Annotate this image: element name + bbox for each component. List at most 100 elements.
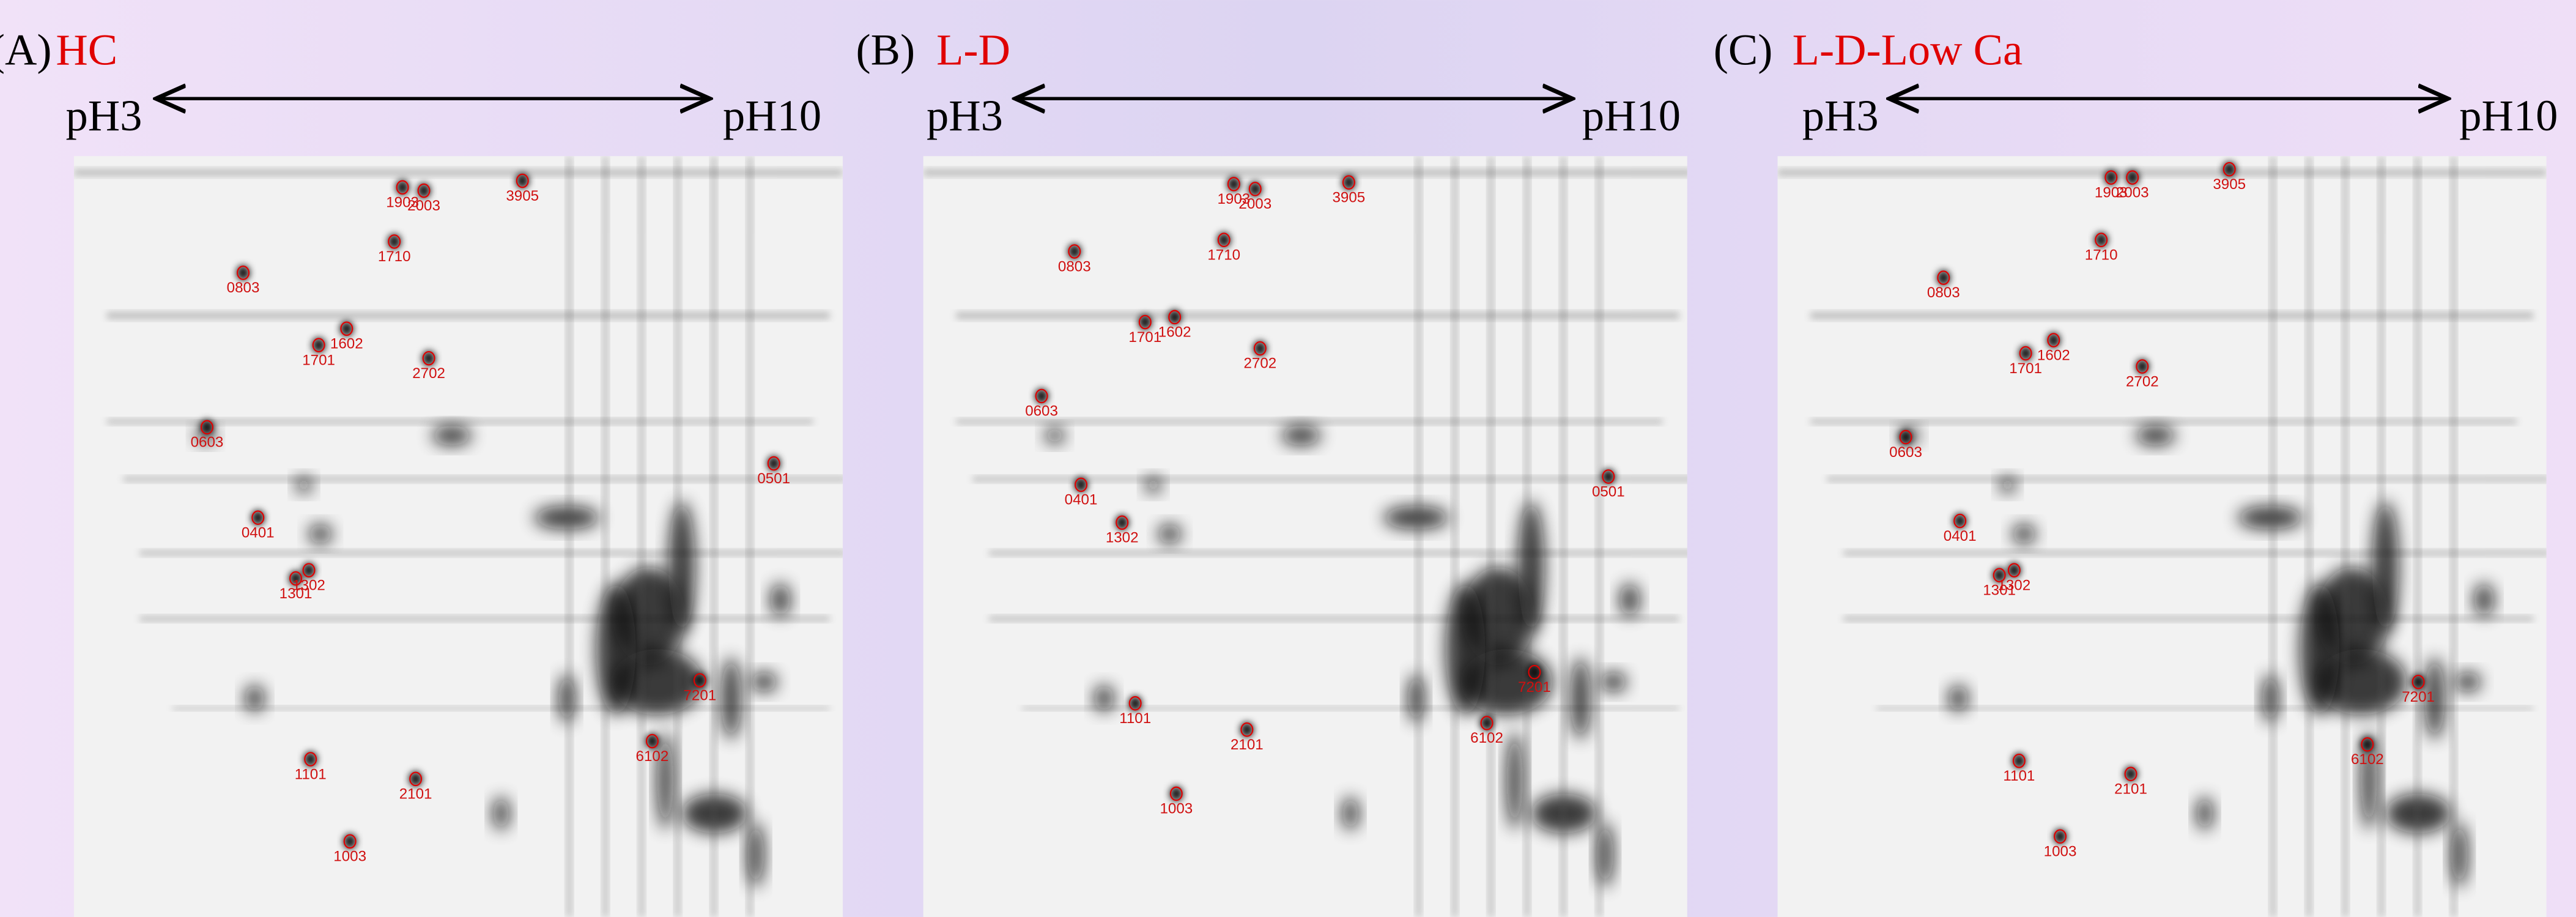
gel-blob <box>1506 731 1523 830</box>
spot-marker <box>1953 513 1967 529</box>
spot-label: 0501 <box>757 470 790 487</box>
gel-blob <box>1383 506 1449 530</box>
gel-vstreak <box>602 156 608 917</box>
spot-marker <box>396 180 409 195</box>
spot-dark <box>396 180 409 195</box>
spot-marker <box>1068 244 1081 259</box>
spot-dark <box>2012 753 2026 768</box>
ph-high: pH10 <box>1582 91 1681 140</box>
spot-marker <box>2124 767 2137 782</box>
spot-marker <box>2104 170 2118 185</box>
spot-dark <box>2223 161 2236 177</box>
gel-blob <box>1948 685 1969 712</box>
spot-label: 2702 <box>412 365 445 382</box>
spot-label: 7201 <box>683 687 716 704</box>
spot-dark <box>289 571 303 586</box>
gel-blob <box>2136 425 2175 446</box>
gel-streak <box>923 169 1687 176</box>
spot-marker <box>304 752 317 767</box>
spot-label: 1301 <box>1983 582 2016 598</box>
spot-dark <box>1248 181 1262 197</box>
gel-blob <box>750 672 777 692</box>
gel-vstreak <box>2306 156 2312 917</box>
spot-dark <box>2104 170 2118 185</box>
panel-condition: HC <box>56 24 117 74</box>
gel-blob <box>432 425 472 446</box>
spot-dark <box>387 234 401 250</box>
gel-streak <box>989 550 1687 555</box>
spot-dark <box>1115 515 1129 530</box>
spot-dark <box>2124 767 2137 782</box>
spot-label: 2101 <box>2114 781 2147 797</box>
spot-marker <box>767 456 780 471</box>
spot-marker <box>1993 568 2006 583</box>
spot-dark <box>645 733 659 749</box>
spot-label: 1903 <box>1217 191 1250 207</box>
gel-blob <box>1571 657 1591 740</box>
spot-label: 2702 <box>2126 373 2159 390</box>
spot-marker <box>1899 429 1912 445</box>
spot-label: 1701 <box>302 352 335 368</box>
spot-marker <box>645 733 659 749</box>
gel-streak <box>1827 477 2547 482</box>
spot-marker <box>1217 232 1231 248</box>
gel-blob <box>770 583 791 617</box>
spot-dark <box>251 510 265 525</box>
spot-label: 2101 <box>1231 737 1264 753</box>
spot-dark <box>2047 333 2060 348</box>
gel-vstreak <box>1560 156 1566 917</box>
gel-blob <box>2474 583 2494 617</box>
spot-label: 0803 <box>227 280 260 296</box>
spot-dark <box>2125 170 2139 185</box>
gel-blob <box>295 477 313 493</box>
spot-label: 2702 <box>1243 355 1276 372</box>
spot-marker <box>343 834 357 849</box>
gel-blob <box>492 796 509 830</box>
gel-blob <box>1094 685 1114 712</box>
spot-marker <box>516 173 529 188</box>
gel-vstreak <box>1488 156 1493 917</box>
spot-dark <box>2094 232 2108 248</box>
spot-label: 1903 <box>2095 184 2128 201</box>
gel-pattern <box>923 156 1687 917</box>
spot-marker <box>1138 314 1152 330</box>
panel-condition: L-D-Low Ca <box>1793 24 2023 74</box>
gel-streak <box>989 616 1679 622</box>
spot-label: 1003 <box>1160 801 1193 817</box>
spot-label: 3905 <box>2213 176 2246 193</box>
spot-marker <box>2007 563 2021 577</box>
spot-marker <box>1342 175 1355 190</box>
spot-marker <box>251 510 265 525</box>
spot-label: 0803 <box>1927 284 1960 301</box>
gel-blob <box>2372 501 2399 633</box>
ph-low: pH3 <box>927 91 1003 140</box>
gel-blob <box>1600 672 1627 692</box>
gel-streak <box>172 707 830 710</box>
spot-marker <box>1168 310 1182 325</box>
gel-vstreak <box>2342 156 2348 917</box>
ph-low: pH3 <box>65 91 142 140</box>
spot-label: 6102 <box>2351 751 2384 768</box>
spot-marker <box>2019 346 2032 361</box>
spot-marker <box>2411 675 2425 689</box>
spot-dark <box>1528 664 1541 680</box>
gel-blob <box>2300 583 2340 715</box>
spot-dark <box>1074 477 1088 492</box>
gel-blob <box>2361 731 2377 830</box>
spot-label: 1710 <box>2085 247 2118 263</box>
gel-blob <box>1045 427 1065 444</box>
spot-marker <box>200 420 213 435</box>
gel-blob <box>1408 674 1424 723</box>
spot-label: 2101 <box>399 786 432 803</box>
spot-label: 1101 <box>1119 710 1151 727</box>
spot-label: 1301 <box>279 585 313 602</box>
gel-streak <box>73 169 843 176</box>
spot-dark <box>1480 715 1493 731</box>
spot-marker <box>1116 515 1129 530</box>
gel-blob <box>1145 477 1162 493</box>
spot-label: 1302 <box>1106 529 1139 546</box>
gel-blob <box>596 583 636 715</box>
spot-label: 0401 <box>1065 492 1098 508</box>
